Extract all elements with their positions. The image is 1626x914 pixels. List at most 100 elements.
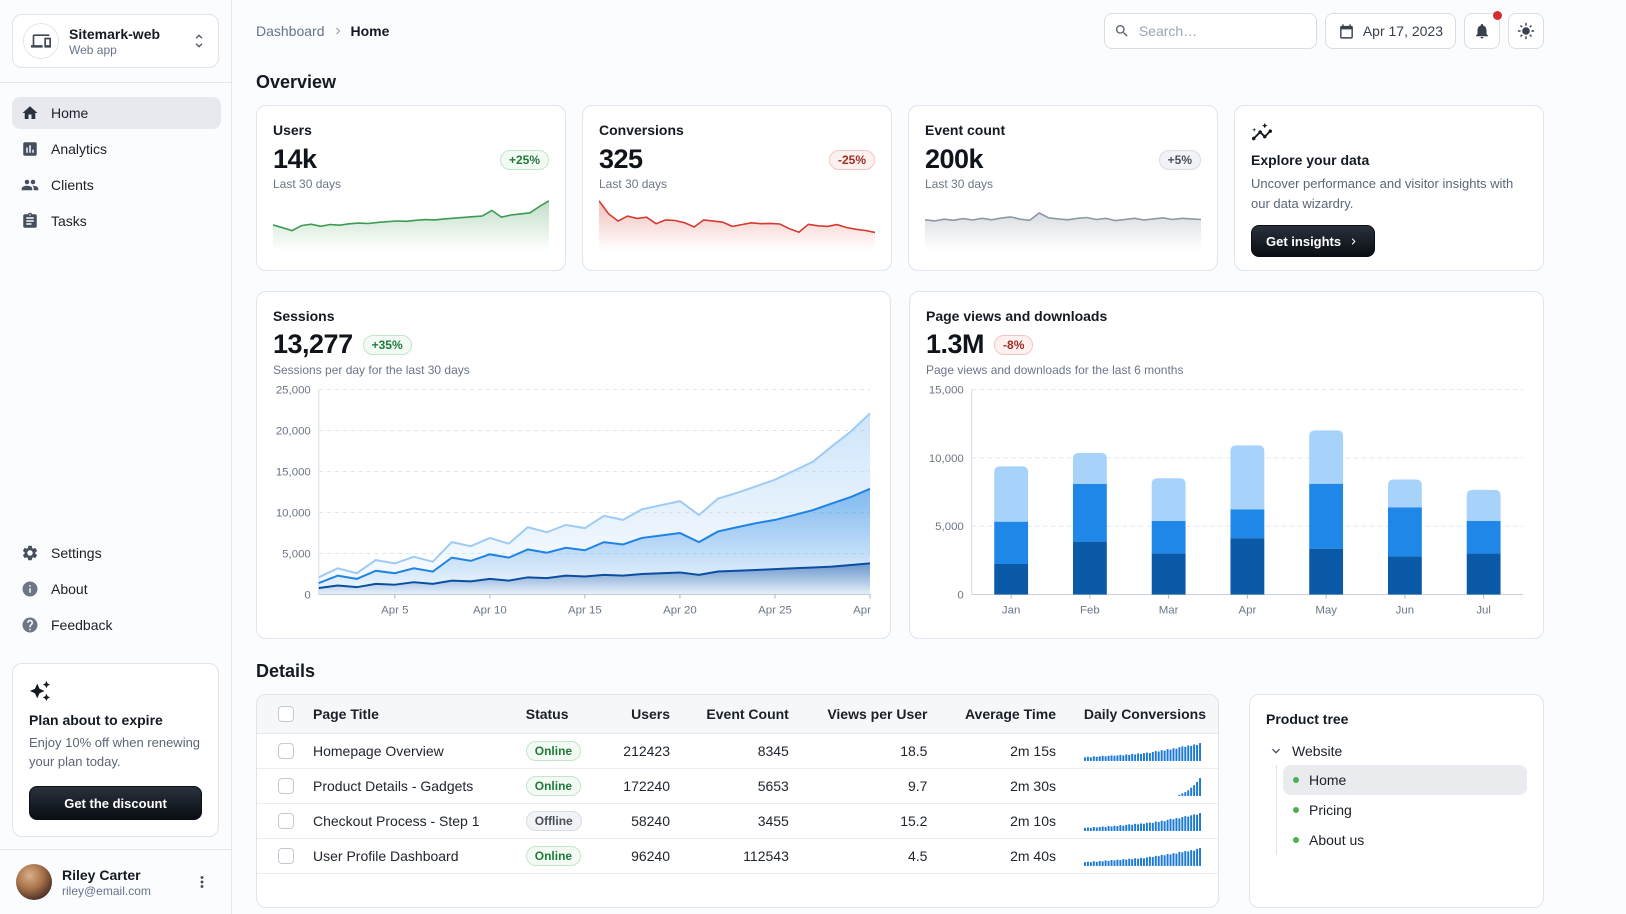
explore-card-body: Uncover performance and visitor insights… [1251,176,1514,211]
select-all-checkbox[interactable] [278,706,294,723]
sessions-title: Sessions [273,308,335,324]
svg-text:Jan: Jan [1002,604,1020,616]
sessions-card: Sessions 13,277 +35% Sessions per day fo… [256,291,891,639]
col-status[interactable]: Status [513,695,604,734]
svg-text:Mar: Mar [1159,604,1179,616]
unfold-more-icon [190,32,208,50]
user-menu-button[interactable] [189,869,215,895]
tree-item-pricing[interactable]: Pricing [1283,795,1527,825]
sidebar-item-settings[interactable]: Settings [12,537,221,569]
col-views-per-user[interactable]: Views per User [800,695,940,734]
users-sparkline-chart [273,191,549,251]
svg-text:0: 0 [957,590,963,602]
stat-title: Event count [925,122,1006,138]
chevron-right-icon [331,24,345,38]
product-tree-card: Product tree Website Home Pricing [1249,694,1544,908]
user-profile: Riley Carter riley@email.com [0,849,231,914]
chevron-down-icon [1268,743,1284,759]
sidebar-item-home[interactable]: Home [12,97,221,129]
sun-icon [1517,22,1535,40]
col-average-time[interactable]: Average Time [939,695,1068,734]
details-title: Details [256,661,316,681]
workspace-name: Sitemark-web [69,25,161,42]
cell-event-count: 112543 [682,838,801,874]
user-name: Riley Carter [62,866,141,883]
workspace-selector[interactable]: Sitemark-web Web app [12,14,219,68]
row-checkbox[interactable] [278,743,294,760]
notification-badge-dot [1493,11,1502,20]
row-checkbox[interactable] [278,778,294,795]
cell-average-time: 2m 10s [939,803,1068,839]
get-insights-button[interactable]: Get insights [1251,225,1376,257]
svg-text:Jun: Jun [1396,604,1414,616]
tree-node-label: Website [1292,743,1343,759]
green-dot-icon [1293,837,1299,843]
table-row[interactable]: Homepage Overview Online 212423 8345 18.… [257,733,1218,769]
trend-badge: -25% [828,149,875,170]
svg-text:Apr 25: Apr 25 [758,604,792,616]
cell-users: 96240 [603,838,682,874]
tree-children: Home Pricing About us [1276,765,1527,855]
status-badge: Offline [525,810,582,831]
svg-text:Jul: Jul [1476,604,1491,616]
cell-views-per-user: 18.5 [800,733,940,769]
col-users[interactable]: Users [603,695,682,734]
eventcount-stat-card: Event count 200k +5% Last 30 days [908,105,1218,271]
overview-title: Overview [256,72,337,92]
status-badge: Online [525,845,582,866]
stat-title: Conversions [599,122,684,138]
row-checkbox[interactable] [278,813,294,830]
cell-views-per-user: 9.7 [800,768,940,804]
tree-node-website[interactable]: Website [1266,739,1527,763]
col-event-count[interactable]: Event Count [682,695,801,734]
plan-expiry-card: Plan about to expire Enjoy 10% off when … [12,663,219,837]
daily-conversions-sparkline [1084,742,1201,761]
users-stat-card: Users 14k +25% Last 30 days [256,105,566,271]
breadcrumb-dashboard[interactable]: Dashboard [256,23,325,39]
sidebar-item-analytics[interactable]: Analytics [12,133,221,165]
trend-badge: +5% [1158,149,1201,170]
col-page-title[interactable]: Page Title [301,695,514,734]
svg-text:20,000: 20,000 [276,426,311,438]
sidebar-bottom: Settings About Feedback Plan about to ex… [0,523,231,914]
people-icon [21,176,39,194]
cell-views-per-user: 4.5 [800,838,940,874]
row-checkbox[interactable] [278,848,294,865]
svg-text:10,000: 10,000 [276,508,311,520]
get-discount-button[interactable]: Get the discount [29,786,202,820]
date-picker-button[interactable]: Apr 17, 2023 [1324,13,1456,49]
notifications-button[interactable] [1464,11,1502,49]
theme-toggle-button[interactable] [1508,13,1544,49]
user-email: riley@email.com [62,883,151,898]
sidebar-divider [0,82,231,83]
sidebar-item-clients[interactable]: Clients [12,169,221,201]
tree-item-home[interactable]: Home [1283,765,1527,795]
svg-text:Apr 15: Apr 15 [568,604,602,616]
cell-page-title: Product Details - Gadgets [301,768,514,804]
table-row[interactable]: Product Details - Gadgets Online 172240 … [257,768,1218,804]
secondary-nav: Settings About Feedback [0,523,231,651]
table-row[interactable]: Checkout Process - Step 1 Offline 58240 … [257,803,1218,839]
details-table-card: Page Title Status Users Event Count View… [256,694,1219,908]
stat-caption: Last 30 days [273,177,342,191]
daily-conversions-sparkline [1178,777,1201,796]
gear-icon [21,544,39,562]
sessions-line-chart: 0 5,000 10,000 15,000 20,000 25,000 Apr 5 Apr 1… [276,385,874,617]
info-icon [21,580,39,598]
svg-text:Apr 20: Apr 20 [663,604,697,616]
sidebar-item-about[interactable]: About [12,573,221,605]
col-daily-conversions[interactable]: Daily Conversions [1068,695,1218,734]
cell-average-time: 2m 30s [939,768,1068,804]
svg-text:Apr 10: Apr 10 [473,604,507,616]
tree-item-about-us[interactable]: About us [1283,825,1527,855]
table-row[interactable]: User Profile Dashboard Online 96240 1125… [257,838,1218,874]
sidebar-item-feedback[interactable]: Feedback [12,609,221,641]
sidebar-item-label: Settings [51,545,102,562]
plan-card-body: Enjoy 10% off when renewing your plan to… [29,735,201,770]
search-input[interactable] [1103,13,1317,49]
workspace-type: Web app [69,42,117,57]
pageviews-bar-chart: 0 5,000 10,000 15,000 Jan Feb Mar Apr May Jun Jul [929,385,1524,616]
sidebar-item-tasks[interactable]: Tasks [12,205,221,237]
svg-text:5,000: 5,000 [935,521,964,533]
